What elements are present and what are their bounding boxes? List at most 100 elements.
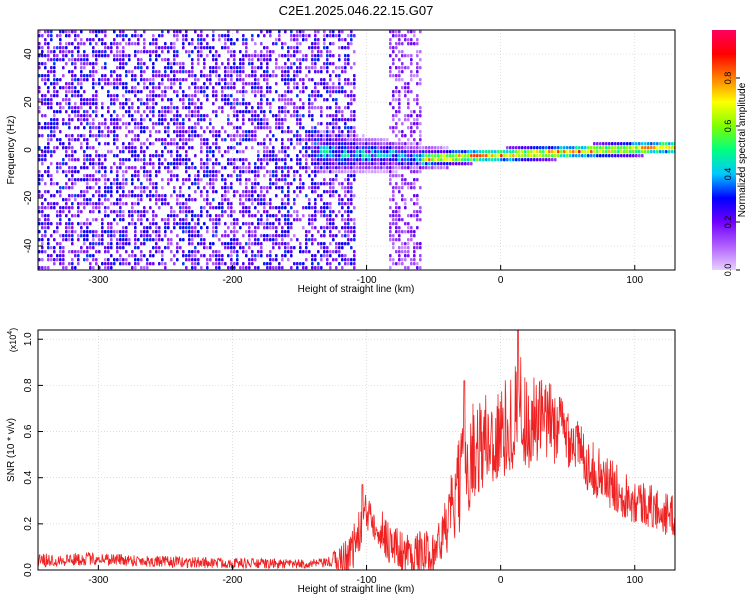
spectrogram-cell (365, 138, 368, 142)
spectrogram-cell (104, 66, 107, 70)
spectrogram-cell (38, 110, 41, 114)
spectrogram-cell (344, 190, 347, 194)
spectrogram-cell (347, 226, 350, 230)
spectrogram-cell (161, 58, 164, 62)
spectrogram-cell (65, 202, 68, 206)
spectrogram-cell (263, 78, 266, 82)
spectrogram-cell (92, 158, 95, 162)
spectrogram-cell (173, 30, 176, 34)
spectrogram-cell (134, 150, 137, 154)
spectrogram-cell (53, 126, 56, 130)
spectrogram-cell (248, 74, 251, 78)
spectrogram-cell (290, 34, 293, 38)
spectrogram-cell (263, 142, 266, 146)
spectrogram-cell (56, 78, 59, 82)
spectrogram-cell (257, 250, 260, 254)
spectrogram-cell (140, 250, 143, 254)
spectrogram-cell (416, 142, 419, 146)
spectrogram-cell (200, 194, 203, 198)
spectrogram-cell (629, 154, 632, 158)
spectrogram-x-tick-label: 100 (626, 275, 643, 286)
spectrogram-cell (548, 158, 551, 162)
spectrogram-cell (317, 210, 320, 214)
spectrogram-cell (401, 186, 404, 190)
spectrogram-cell (89, 178, 92, 182)
spectrogram-cell (53, 118, 56, 122)
spectrogram-cell (314, 266, 317, 270)
spectrogram-cell (119, 258, 122, 262)
spectrogram-cell (185, 34, 188, 38)
spectrogram-cell (92, 134, 95, 138)
spectrogram-cell (47, 218, 50, 222)
spectrogram-cell (539, 154, 542, 158)
spectrogram-cell (107, 142, 110, 146)
spectrogram-cell (230, 70, 233, 74)
spectrogram-cell (173, 106, 176, 110)
spectrogram-cell (512, 154, 515, 158)
spectrogram-cell (392, 142, 395, 146)
spectrogram-cell (179, 66, 182, 70)
spectrogram-cell (272, 182, 275, 186)
spectrogram-cell (95, 42, 98, 46)
spectrogram-cell (362, 162, 365, 166)
spectrogram-cell (179, 158, 182, 162)
spectrogram-cell (161, 118, 164, 122)
spectrogram-cell (146, 98, 149, 102)
spectrogram-cell (158, 262, 161, 266)
spectrogram-cell (308, 102, 311, 106)
spectrogram-cell (308, 166, 311, 170)
spectrogram-cell (317, 194, 320, 198)
spectrogram-cell (383, 166, 386, 170)
spectrogram-cell (254, 178, 257, 182)
spectrogram-cell (215, 266, 218, 270)
spectrogram-cell (305, 34, 308, 38)
spectrogram-cell (287, 182, 290, 186)
spectrogram-cell (272, 246, 275, 250)
spectrogram-cell (95, 134, 98, 138)
spectrogram-cell (125, 146, 128, 150)
spectrogram-cell (86, 122, 89, 126)
spectrogram-cell (260, 102, 263, 106)
spectrogram-cell (347, 166, 350, 170)
spectrogram-cell (161, 94, 164, 98)
spectrogram-cell (143, 254, 146, 258)
spectrogram-cell (197, 34, 200, 38)
spectrogram-cell (101, 78, 104, 82)
spectrogram-cell (152, 166, 155, 170)
spectrogram-cell (284, 242, 287, 246)
spectrogram-cell (407, 250, 410, 254)
spectrogram-cell (119, 214, 122, 218)
spectrogram-cell (317, 242, 320, 246)
spectrogram-cell (650, 142, 653, 146)
spectrogram-cell (380, 158, 383, 162)
spectrogram-cell (182, 254, 185, 258)
spectrogram-cell (251, 134, 254, 138)
spectrogram-cell (230, 202, 233, 206)
spectrogram-cell (389, 182, 392, 186)
spectrogram-cell (218, 106, 221, 110)
spectrogram-cell (227, 234, 230, 238)
spectrogram-cell (116, 122, 119, 126)
spectrogram-cell (83, 126, 86, 130)
spectrogram-cell (110, 202, 113, 206)
spectrogram-cell (632, 146, 635, 150)
spectrogram-cell (365, 154, 368, 158)
spectrogram-cell (182, 138, 185, 142)
spectrogram-cell (146, 106, 149, 110)
spectrogram-cell (329, 134, 332, 138)
spectrogram-cell (104, 126, 107, 130)
spectrogram-cell (500, 158, 503, 162)
spectrogram-cell (392, 114, 395, 118)
spectrogram-cell (179, 134, 182, 138)
spectrogram-cell (632, 150, 635, 154)
spectrogram-cell (287, 250, 290, 254)
spectrogram-cell (299, 70, 302, 74)
spectrogram-cell (290, 166, 293, 170)
spectrogram-cell (62, 142, 65, 146)
spectrogram-cell (107, 206, 110, 210)
spectrogram-cell (257, 182, 260, 186)
spectrogram-cell (620, 150, 623, 154)
spectrogram-cell (344, 94, 347, 98)
spectrogram-cell (125, 194, 128, 198)
spectrogram-cell (269, 86, 272, 90)
